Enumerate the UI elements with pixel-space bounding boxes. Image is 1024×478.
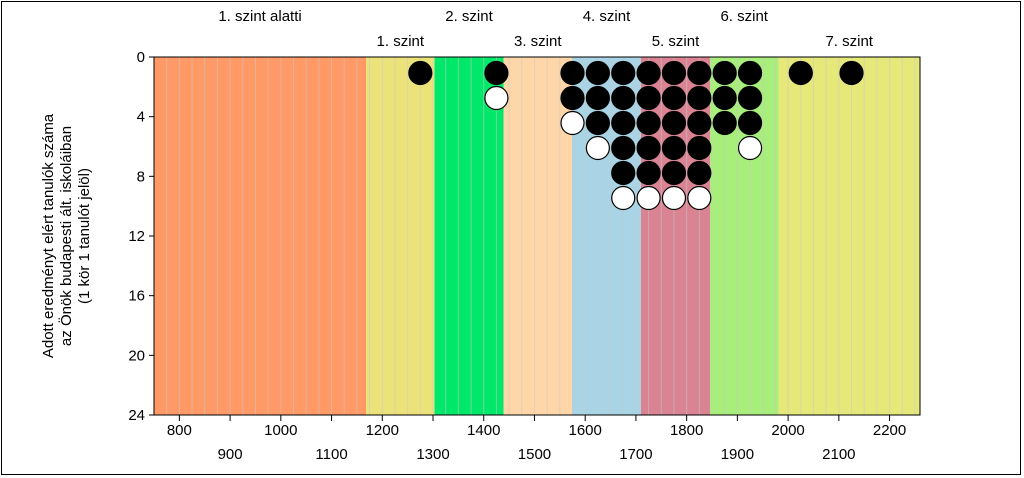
level-labels: 1. szint alatti 1. szint 2. szint 3. szint 4…: [218, 8, 873, 50]
student-marker-filled: [661, 110, 687, 136]
student-marker-filled: [611, 160, 636, 186]
student-marker-filled: [661, 135, 687, 161]
level-band-4: [572, 57, 641, 415]
student-marker-filled: [636, 135, 661, 161]
y-tick-label: 8: [137, 168, 145, 185]
x-tick-label: 2100: [822, 446, 855, 463]
level-band-7: [778, 57, 920, 415]
student-marker-hollow: [585, 135, 610, 161]
level-band-1: [366, 57, 435, 415]
student-marker-hollow: [737, 135, 763, 161]
student-marker-filled: [611, 85, 636, 111]
student-marker-filled: [839, 60, 864, 86]
level-label-3: 3. szint: [514, 33, 562, 50]
x-tick-label: 1000: [264, 422, 297, 439]
student-marker-filled: [611, 135, 636, 161]
level-label-6: 6. szint: [720, 8, 768, 25]
student-marker-filled: [712, 85, 737, 111]
student-marker-filled: [661, 60, 687, 86]
x-tick-label: 1200: [366, 422, 399, 439]
student-marker-hollow: [611, 185, 636, 211]
level-label-5: 5. szint: [652, 33, 700, 50]
x-tick-label: 1300: [416, 446, 449, 463]
axes: 0 4 8 12 16 20 24 800 1000 1200 1400 1600 1800 2000 22…: [128, 49, 921, 463]
x-tick-label: 1600: [569, 422, 602, 439]
student-marker-filled: [636, 110, 661, 136]
level-label-7: 7. szint: [825, 33, 873, 50]
student-marker-filled: [712, 110, 737, 136]
y-tick-label: 20: [128, 347, 145, 364]
student-marker-hollow: [661, 185, 687, 211]
x-tick-label: 1700: [619, 446, 652, 463]
student-marker-filled: [636, 85, 661, 111]
student-marker-filled: [585, 110, 610, 136]
y-axis-label-line: (1 kör 1 tanulót jelöl): [76, 168, 93, 304]
level-bands: [154, 57, 920, 415]
x-tick-label: 800: [167, 422, 192, 439]
gridlines: [166, 57, 916, 415]
student-marker-filled: [585, 60, 610, 86]
student-marker-filled: [484, 60, 509, 86]
data-points: [408, 60, 864, 211]
level-band-0: [154, 57, 367, 415]
student-marker-filled: [687, 60, 712, 86]
level-label-2: 2. szint: [445, 8, 493, 25]
student-marker-filled: [560, 60, 585, 86]
student-marker-filled: [611, 110, 636, 136]
student-marker-filled: [788, 60, 813, 86]
x-tick-label: 1100: [315, 446, 347, 463]
student-marker-hollow: [636, 185, 661, 211]
x-tick-label: 2000: [771, 422, 804, 439]
student-marker-filled: [585, 85, 610, 111]
level-band-2: [434, 57, 504, 415]
student-marker-filled: [737, 60, 763, 86]
student-marker-hollow: [687, 185, 712, 211]
student-marker-filled: [737, 85, 763, 111]
y-axis-label: Adott eredményt elért tanulók számaaz Ön…: [40, 113, 93, 358]
student-marker-filled: [687, 110, 712, 136]
level-label-0: 1. szint alatti: [218, 8, 301, 25]
student-marker-filled: [661, 85, 687, 111]
y-tick-label: 16: [128, 288, 145, 305]
y-tick-label: 12: [128, 228, 145, 245]
student-marker-filled: [611, 60, 636, 86]
x-tick-label: 1900: [721, 446, 754, 463]
y-tick-label: 0: [137, 49, 145, 66]
level-band-3: [503, 57, 573, 415]
student-marker-hollow: [560, 110, 585, 136]
y-axis-label-line: az Önök budapesti ált. iskoláiban: [57, 126, 75, 346]
y-tick-label: 24: [128, 407, 145, 424]
student-marker-filled: [687, 85, 712, 111]
level-band-6: [709, 57, 779, 415]
student-marker-filled: [560, 85, 585, 111]
student-marker-filled: [687, 160, 712, 186]
student-marker-hollow: [484, 85, 509, 111]
x-tick-label: 1500: [518, 446, 551, 463]
x-tick-label: 1400: [467, 422, 500, 439]
student-marker-filled: [661, 160, 687, 186]
student-marker-filled: [636, 60, 661, 86]
student-marker-filled: [737, 110, 763, 136]
y-tick-label: 4: [137, 109, 145, 126]
student-marker-filled: [408, 60, 433, 86]
student-marker-filled: [687, 135, 712, 161]
y-axis-label-line: Adott eredményt elért tanulók száma: [40, 113, 57, 358]
x-tick-label: 1800: [670, 422, 703, 439]
student-marker-filled: [712, 60, 737, 86]
student-marker-filled: [636, 160, 661, 186]
x-tick-label: 900: [218, 446, 243, 463]
level-label-1: 1. szint: [377, 33, 425, 50]
x-tick-label: 2200: [873, 422, 906, 439]
level-label-4: 4. szint: [583, 8, 631, 25]
